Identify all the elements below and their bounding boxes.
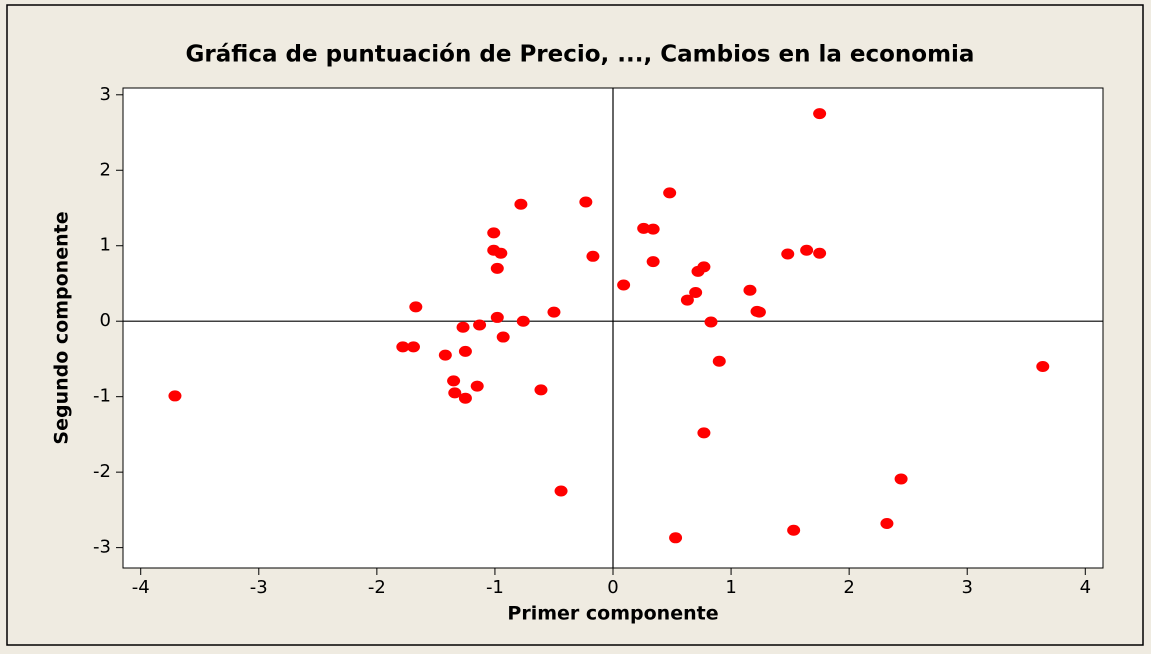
y-tick-label: 3 (100, 84, 111, 105)
chart-title: Gráfica de puntuación de Precio, ..., Ca… (186, 42, 975, 68)
point (448, 387, 462, 399)
point (496, 331, 510, 343)
point (406, 341, 420, 353)
point (697, 427, 711, 439)
point (487, 227, 501, 239)
point (697, 261, 711, 273)
point (409, 301, 423, 313)
y-tick-label: 0 (100, 310, 111, 331)
point (470, 380, 484, 392)
x-tick-label: 1 (725, 577, 736, 598)
point (586, 250, 600, 262)
y-tick-label: -2 (93, 461, 111, 482)
point (473, 319, 487, 331)
x-axis-label: Primer componente (507, 603, 718, 625)
point (514, 198, 528, 210)
x-tick-label: -3 (250, 577, 268, 598)
point (490, 311, 504, 323)
point (704, 316, 718, 328)
point (689, 287, 703, 299)
point (752, 306, 766, 318)
point (680, 294, 694, 306)
point (743, 284, 757, 296)
point (880, 517, 894, 529)
point (534, 384, 548, 396)
point (396, 341, 410, 353)
point (894, 473, 908, 485)
point (813, 108, 827, 120)
point (168, 390, 182, 402)
x-tick-label: -4 (132, 577, 150, 598)
x-tick-label: 4 (1080, 577, 1091, 598)
x-tick-label: 3 (961, 577, 972, 598)
point (456, 321, 470, 333)
point (490, 262, 504, 274)
point (458, 392, 472, 404)
point (800, 244, 814, 256)
point (617, 279, 631, 291)
point (813, 247, 827, 259)
point (646, 256, 660, 268)
point (494, 247, 508, 259)
point (787, 524, 801, 536)
point (458, 345, 472, 357)
x-tick-label: 2 (843, 577, 854, 598)
y-tick-label: -3 (93, 537, 111, 558)
point (663, 187, 677, 199)
point (646, 223, 660, 235)
x-tick-label: 0 (607, 577, 618, 598)
y-tick-label: 1 (100, 235, 111, 256)
point (547, 306, 561, 318)
y-tick-label: 2 (100, 159, 111, 180)
y-axis-label: Segundo componente (51, 211, 73, 444)
point (1036, 360, 1050, 372)
point (637, 222, 651, 234)
point (447, 375, 461, 387)
point (712, 355, 726, 367)
point (516, 315, 530, 327)
y-tick-label: -1 (93, 386, 111, 407)
point (579, 196, 593, 208)
point (438, 349, 452, 361)
point (669, 532, 683, 544)
x-tick-label: -2 (368, 577, 386, 598)
x-tick-label: -1 (486, 577, 504, 598)
point (554, 485, 568, 497)
point (781, 248, 795, 260)
